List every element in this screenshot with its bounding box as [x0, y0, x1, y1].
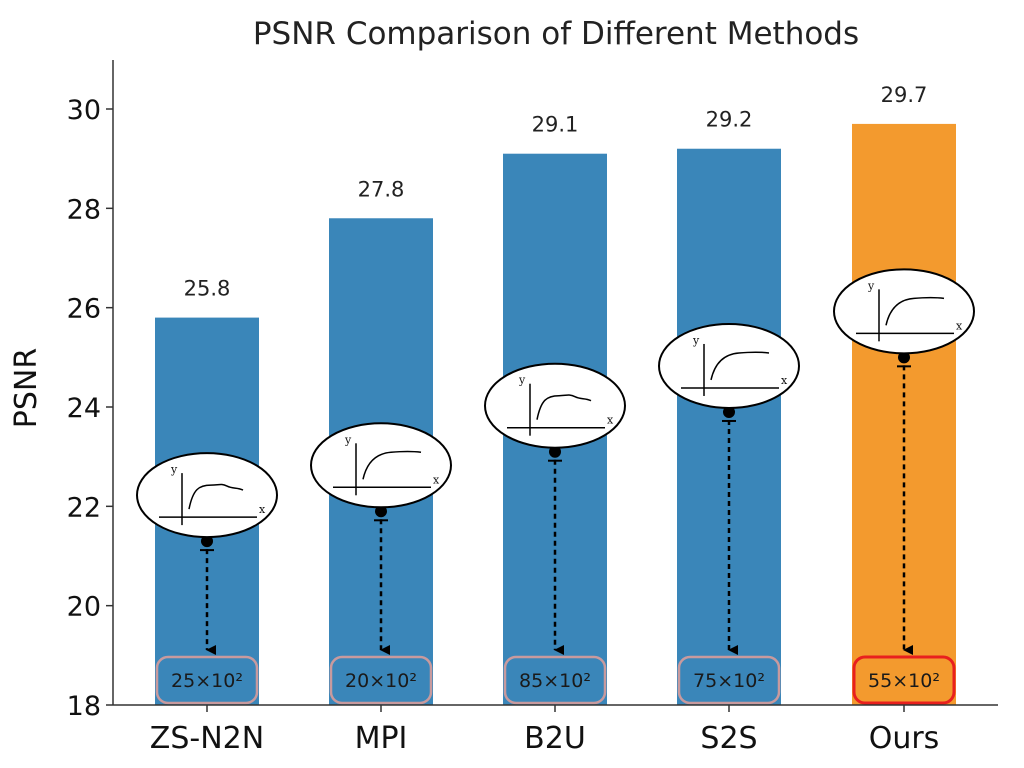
x-tick-label-zs-n2n: ZS-N2N: [150, 721, 264, 756]
inset-curve: [362, 450, 422, 480]
badge-box: [677, 655, 781, 705]
inset-ellipse: [833, 268, 975, 355]
marker-point: [375, 505, 387, 518]
y-tick-label-20: 20: [67, 592, 101, 623]
x-tick-label-b2u: B2U: [524, 721, 586, 756]
badge-label: 55×10²: [868, 670, 940, 692]
marker-point: [549, 445, 561, 458]
inset-plot: xy: [833, 268, 975, 355]
inset-x-label: x: [956, 319, 963, 332]
inset-plot: xy: [484, 362, 626, 449]
badge-label: 85×10²: [519, 670, 591, 692]
y-tick-label-28: 28: [67, 194, 101, 225]
inset-y-label: y: [344, 433, 352, 446]
inset-y-label: y: [692, 334, 700, 347]
badge-label: 75×10²: [693, 670, 765, 692]
y-tick-label-18: 18: [67, 691, 101, 722]
badge-box: [329, 655, 433, 705]
badge-box: [503, 655, 607, 705]
y-tick-label-22: 22: [67, 492, 101, 523]
badge-label: 20×10²: [345, 670, 417, 692]
inset-x-label: x: [259, 503, 266, 516]
x-tick-label-s2s: S2S: [700, 721, 757, 756]
data-label-zs-n2n: 25.8: [184, 277, 231, 301]
inset-ellipse: [310, 422, 452, 509]
inset-x-label: x: [433, 473, 440, 486]
inset-ellipse: [136, 452, 278, 539]
axes-layer: ZS-N2N MPI B2U S2S Ours 18 20 22 24 26 28 30: [67, 60, 998, 756]
marker-point: [201, 535, 213, 548]
data-label-s2s: 29.2: [706, 108, 753, 132]
inset-curve: [536, 394, 592, 420]
y-tick-label-26: 26: [67, 294, 101, 325]
inset-y-label: y: [867, 279, 875, 292]
inset-ellipse: [658, 322, 800, 409]
inset-y-label: y: [518, 374, 526, 387]
inset-plot: xy: [136, 452, 278, 539]
inset-plot: xy: [310, 422, 452, 509]
y-tick-label-30: 30: [67, 95, 101, 126]
data-label-ours: 29.7: [881, 83, 928, 107]
marker-point: [898, 351, 910, 364]
inset-curve: [710, 351, 770, 381]
y-axis-label: PSNR: [9, 348, 44, 428]
badge-box: [852, 655, 956, 705]
inset-x-label: x: [607, 414, 614, 427]
inset-plot: xy: [658, 322, 800, 409]
inset-y-label: y: [170, 463, 178, 476]
badge-box: [155, 655, 259, 705]
x-tick-label-mpi: MPI: [355, 721, 408, 756]
badge-label: 25×10²: [171, 670, 243, 692]
marker-point: [723, 405, 735, 418]
chart-title: PSNR Comparison of Different Methods: [253, 16, 859, 52]
y-tick-label-24: 24: [67, 393, 101, 424]
data-label-mpi: 27.8: [358, 177, 405, 201]
x-tick-label-ours: Ours: [869, 721, 940, 756]
data-label-b2u: 29.1: [532, 113, 579, 137]
inset-x-label: x: [781, 374, 788, 387]
inset-curve: [188, 483, 244, 510]
inset-curve: [885, 296, 945, 326]
inset-ellipse: [484, 362, 626, 449]
